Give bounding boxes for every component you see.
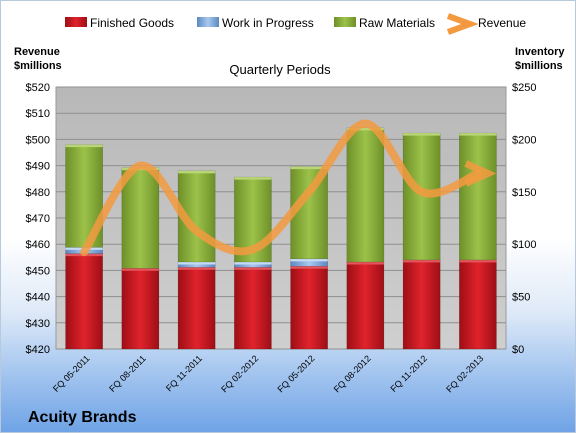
- bar-top-raw-materials: [459, 133, 497, 136]
- x-tick-labels: FQ 05-2011 FQ 08-2011 FQ 11-2011 FQ 02-2012…: [51, 353, 485, 394]
- left-tick-label: $450: [26, 265, 50, 277]
- legend-label-work-in-progress: Work in Progress: [222, 16, 314, 30]
- right-tick-label: $0: [512, 344, 524, 356]
- bar-top-work-in-progress: [178, 262, 216, 265]
- bar-top-finished-goods: [346, 262, 384, 265]
- chart-subtitle: Quarterly Periods: [229, 62, 331, 77]
- left-axis-title-line2: $millions: [14, 60, 62, 72]
- left-tick-label: $490: [26, 161, 50, 173]
- right-axis-title-line1: Inventory: [515, 46, 565, 58]
- bar-top-finished-goods: [234, 267, 272, 270]
- left-tick-label: $510: [26, 108, 50, 120]
- legend-swatch-raw-materials: [334, 17, 356, 27]
- left-tick-label: $440: [26, 292, 50, 304]
- x-tick-label: FQ 11-2011: [164, 353, 204, 393]
- company-name: Acuity Brands: [28, 409, 137, 426]
- bar-finished-goods[interactable]: [234, 267, 272, 350]
- revenue-line-group: [80, 119, 497, 257]
- legend-label-revenue: Revenue: [478, 16, 526, 30]
- bar-top-finished-goods: [459, 259, 497, 263]
- legend: Finished Goods Work in Progress Raw Mate…: [65, 13, 526, 35]
- x-tick-label: FQ 08-2012: [332, 353, 373, 394]
- bar-raw-materials[interactable]: [459, 132, 497, 261]
- x-tick-label: FQ 11-2012: [388, 353, 429, 394]
- right-tick-label: $200: [512, 134, 536, 146]
- legend-label-raw-materials: Raw Materials: [359, 16, 435, 30]
- x-tick-label: FQ 05-2012: [276, 353, 317, 394]
- left-tick-label: $460: [26, 239, 50, 251]
- left-tick-label: $520: [26, 82, 50, 94]
- right-tick-label: $250: [512, 82, 536, 94]
- bar-raw-materials[interactable]: [121, 167, 160, 269]
- left-tick-label: $430: [26, 318, 50, 330]
- bar-top-raw-materials: [403, 133, 441, 136]
- bar-top-raw-materials: [234, 177, 272, 180]
- legend-item-work-in-progress[interactable]: Work in Progress: [197, 16, 314, 30]
- bar-finished-goods[interactable]: [121, 268, 160, 350]
- bar-finished-goods[interactable]: [290, 265, 328, 350]
- left-tick-label: $470: [26, 213, 50, 225]
- bar-raw-materials[interactable]: [346, 127, 385, 263]
- left-tick-label: $500: [26, 134, 50, 146]
- bar-finished-goods[interactable]: [346, 261, 385, 350]
- legend-item-finished-goods[interactable]: Finished Goods: [65, 16, 174, 30]
- bar-top-raw-materials: [290, 166, 328, 170]
- bar-top-work-in-progress: [290, 258, 328, 262]
- bar-finished-goods[interactable]: [402, 259, 441, 350]
- legend-item-revenue[interactable]: Revenue: [446, 13, 526, 35]
- bar-finished-goods[interactable]: [177, 267, 216, 350]
- legend-swatch-work-in-progress: [197, 17, 219, 27]
- x-tick-label: FQ 02-2012: [219, 353, 260, 394]
- bar-finished-goods[interactable]: [65, 253, 103, 350]
- left-axis-title-line1: Revenue: [14, 46, 60, 58]
- left-tick-label: $420: [26, 344, 50, 356]
- x-tick-label: FQ 02-2013: [444, 353, 485, 394]
- legend-swatch-revenue: [446, 13, 479, 35]
- bar-top-finished-goods: [121, 268, 159, 271]
- bar-finished-goods[interactable]: [459, 259, 497, 350]
- right-tick-labels: $0 $50 $100 $150 $200 $250: [512, 82, 536, 356]
- bar-top-raw-materials: [178, 170, 216, 174]
- bar-top-finished-goods: [178, 267, 216, 270]
- legend-label-finished-goods: Finished Goods: [90, 16, 174, 30]
- right-tick-label: $100: [512, 239, 536, 251]
- revenue-arrowhead: [464, 160, 497, 187]
- revenue-line[interactable]: [80, 119, 482, 257]
- bar-top-raw-materials: [346, 127, 384, 131]
- bar-top-raw-materials: [65, 144, 103, 148]
- right-axis-title-line2: $millions: [515, 60, 563, 72]
- legend-item-raw-materials[interactable]: Raw Materials: [334, 16, 435, 30]
- legend-swatch-finished-goods: [65, 17, 87, 27]
- left-tick-labels: $420 $430 $440 $450 $460 $470 $480 $490 $500 $510…: [26, 82, 50, 356]
- right-tick-label: $50: [512, 292, 530, 304]
- bar-top-work-in-progress: [234, 262, 272, 265]
- bar-top-finished-goods: [290, 266, 328, 269]
- x-tick-label: FQ 08-2011: [107, 353, 148, 394]
- left-tick-label: $480: [26, 187, 50, 199]
- x-tick-label: FQ 05-2011: [51, 353, 92, 394]
- right-tick-label: $150: [512, 187, 536, 199]
- bar-top-finished-goods: [403, 259, 441, 263]
